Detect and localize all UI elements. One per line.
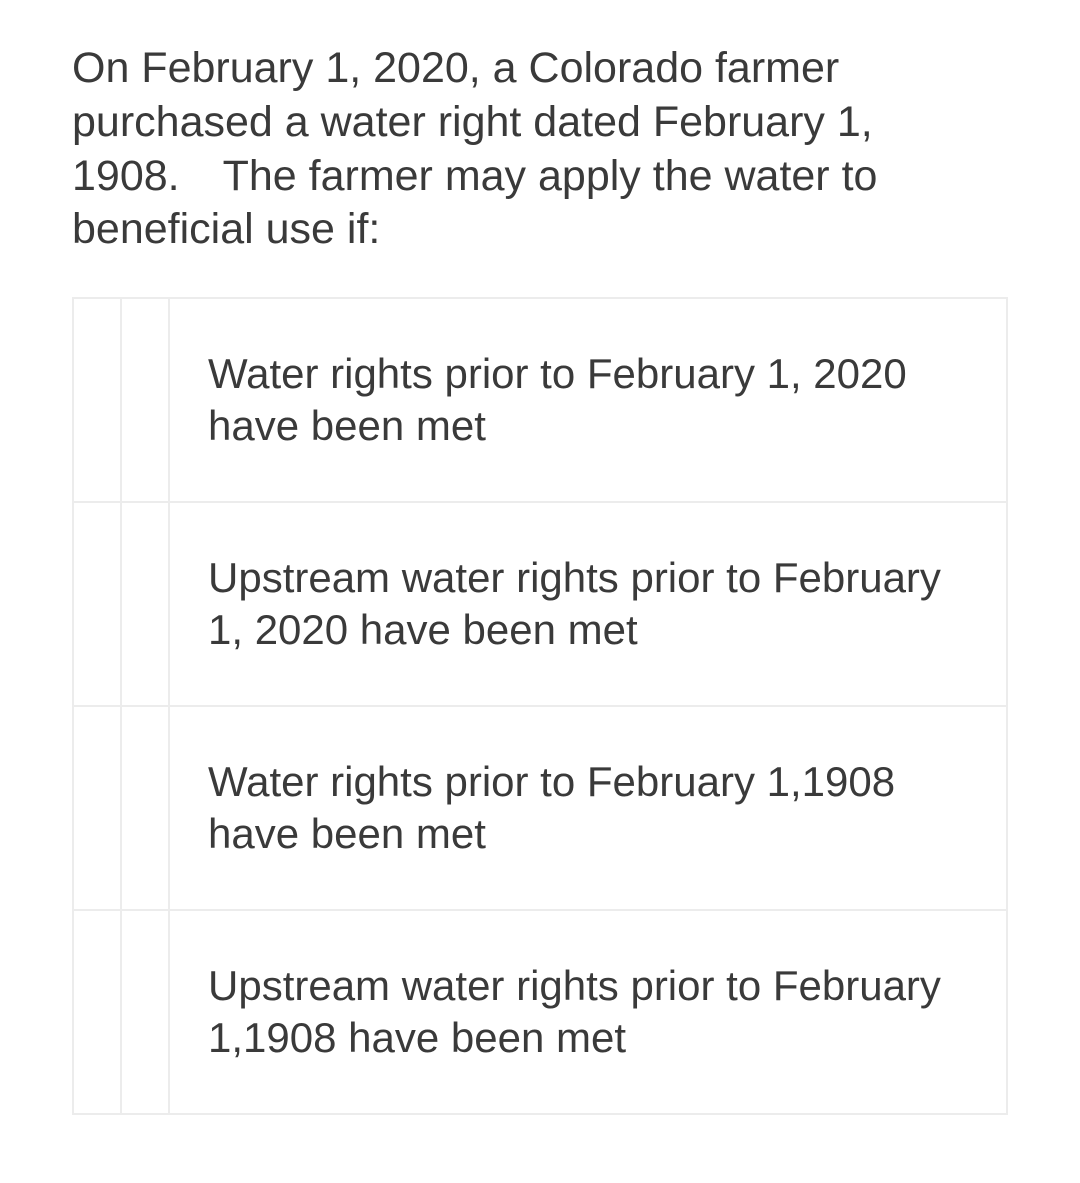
option-marker-col-b (121, 910, 169, 1114)
option-marker-col-b (121, 298, 169, 502)
options-table: Water rights prior to February 1, 2020 h… (72, 297, 1008, 1115)
option-row[interactable]: Upstream water rights prior to February … (73, 910, 1007, 1114)
option-row[interactable]: Water rights prior to February 1, 2020 h… (73, 298, 1007, 502)
option-marker-col-a (73, 502, 121, 706)
option-marker-col-a (73, 298, 121, 502)
option-marker-col-a (73, 910, 121, 1114)
option-marker-col-b (121, 502, 169, 706)
option-text: Upstream water rights prior to February … (169, 502, 1007, 706)
option-text: Water rights prior to February 1, 2020 h… (169, 298, 1007, 502)
option-row[interactable]: Water rights prior to February 1,1908 ha… (73, 706, 1007, 910)
question-text: On February 1, 2020, a Colorado farmer p… (72, 42, 1008, 257)
option-text: Water rights prior to February 1,1908 ha… (169, 706, 1007, 910)
option-row[interactable]: Upstream water rights prior to February … (73, 502, 1007, 706)
option-text: Upstream water rights prior to February … (169, 910, 1007, 1114)
option-marker-col-a (73, 706, 121, 910)
option-marker-col-b (121, 706, 169, 910)
